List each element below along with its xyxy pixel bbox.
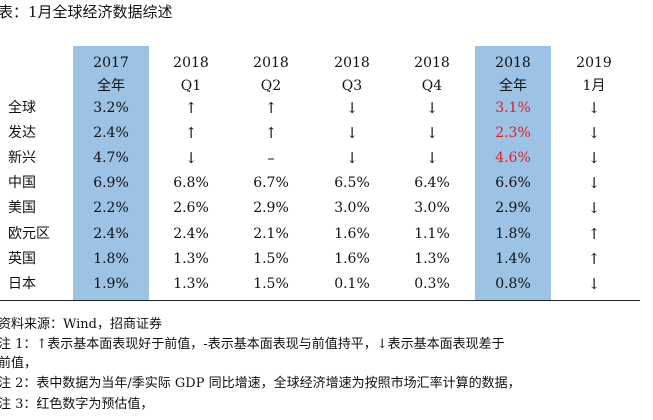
row-label: 日本 [8,276,36,292]
table-cell: 6.8% [173,175,209,191]
table-cell: 1.5% [253,251,289,267]
table-title: 表：1月全球经济数据综述 [0,3,173,21]
table-cell: 6.6% [495,175,531,191]
row-label: 发达 [8,125,36,141]
trend-mark: ↓ [345,124,359,142]
trend-mark: ↓ [587,199,601,217]
table-cell: 1.8% [495,226,531,242]
table-cell: 1.6% [334,251,370,267]
footnote: 注 2：表中数据为当年/季实际 GDP 同比增速，全球经济增速为按照市场汇率计算… [0,376,521,391]
table-cell: 6.4% [414,175,450,191]
trend-mark: ↓ [184,149,198,167]
column-header-period: Q1 [180,78,202,94]
table-cell: 2.4% [93,125,129,141]
row-label: 美国 [8,200,36,216]
column-header-period: 1月 [582,78,606,94]
footnote: 注 1：↑表示基本面表现好于前值，-表示基本面表现与前值持平，↓表示基本面表现差… [0,337,505,352]
trend-mark: ↑ [264,99,278,117]
table-cell: 2.1% [253,226,289,242]
table-bottom-rule [0,300,640,301]
table-cell: 3.0% [334,200,370,216]
trend-mark: ↓ [587,124,601,142]
trend-mark: ↓ [587,174,601,192]
column-header-year: 2018 [414,55,450,71]
trend-mark: ↑ [587,225,601,243]
table-cell: 1.3% [173,276,209,292]
table-cell: 2.6% [173,200,209,216]
column-header-period: Q2 [260,78,282,94]
trend-mark: ↑ [587,250,601,268]
footnote: 注 3：红色数字为预估值， [0,397,154,412]
table-cell: 2.3% [495,125,531,141]
table-cell: 1.3% [414,251,450,267]
table-cell: 2.4% [173,226,209,242]
column-header-year: 2019 [576,55,612,71]
table-cell: 3.1% [495,100,531,116]
column-header-year: 2018 [253,55,289,71]
trend-mark: ↓ [587,275,601,293]
table-cell: 2.4% [93,226,129,242]
table-cell: 3.2% [93,100,129,116]
table-cell: 1.6% [334,226,370,242]
table-cell: 0.8% [495,276,531,292]
table-cell: 1.8% [93,251,129,267]
table-cell: 1.1% [414,226,450,242]
row-label: 新兴 [8,150,36,166]
trend-mark: ↑ [184,124,198,142]
source-note: 资料来源：Wind，招商证券 [0,317,162,332]
column-header-year: 2018 [173,55,209,71]
trend-mark: ↓ [425,149,439,167]
trend-mark: ↑ [184,99,198,117]
table-cell: 2.2% [93,200,129,216]
table-cell: 1.9% [93,276,129,292]
row-label: 英国 [8,251,36,267]
trend-mark: ↓ [425,99,439,117]
trend-mark: ↓ [587,99,601,117]
column-header-year: 2017 [93,55,129,71]
table-cell: 1.3% [173,251,209,267]
trend-mark: ↓ [587,149,601,167]
row-label: 欧元区 [8,226,50,242]
highlight-2017-column [73,46,149,300]
table-cell: 6.9% [93,175,129,191]
table-cell: 0.1% [334,276,370,292]
trend-mark: ↓ [345,149,359,167]
highlight-2018-column [475,46,551,300]
column-header-period: Q3 [341,78,363,94]
table-cell: 3.0% [414,200,450,216]
column-header-period: 全年 [97,78,125,94]
trend-mark: ↓ [425,124,439,142]
trend-mark: ↓ [345,99,359,117]
column-header-period: 全年 [499,78,527,94]
table-cell: 2.9% [253,200,289,216]
table-cell: 6.7% [253,175,289,191]
table-cell: 1.4% [495,251,531,267]
row-label: 全球 [8,100,36,116]
table-cell: 2.9% [495,200,531,216]
table-cell: 0.3% [414,276,450,292]
table-cell: 1.5% [253,276,289,292]
column-header-year: 2018 [334,55,370,71]
column-header-year: 2018 [495,55,531,71]
trend-mark: – [267,149,275,167]
column-header-period: Q4 [421,78,443,94]
table-cell: 4.6% [495,150,531,166]
table-cell: 6.5% [334,175,370,191]
footnote: 前值， [0,356,38,371]
table-cell: 4.7% [93,150,129,166]
trend-mark: ↑ [264,124,278,142]
row-label: 中国 [8,175,36,191]
